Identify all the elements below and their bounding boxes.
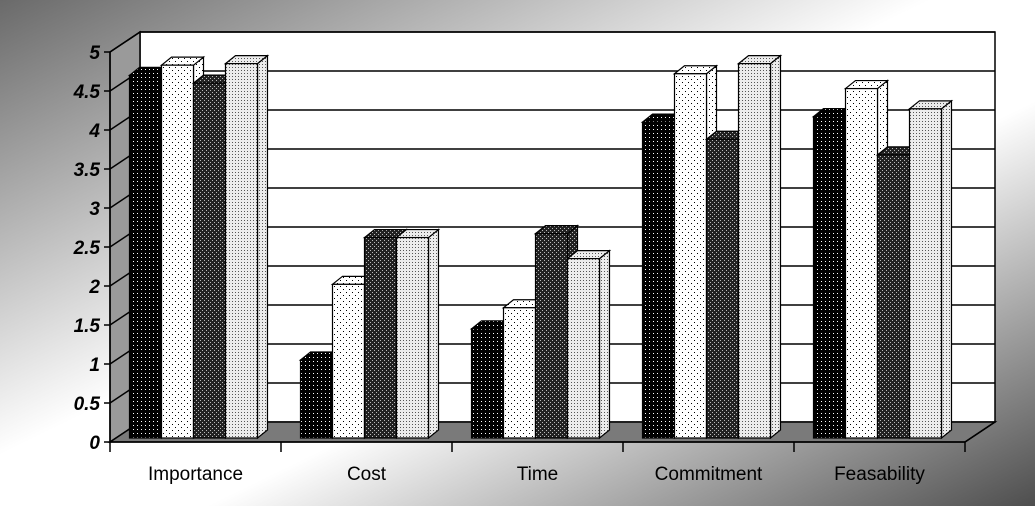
x-tick-label: Feasability	[834, 464, 925, 485]
bar-front	[470, 328, 505, 439]
bar-front	[363, 236, 398, 439]
bar-front	[502, 307, 537, 439]
bar-front	[641, 121, 676, 439]
bar-side	[427, 228, 440, 440]
y-tick-label: 3	[89, 199, 100, 220]
bar-front	[705, 138, 740, 439]
bar-front	[299, 359, 334, 439]
y-tick-label: 4	[88, 121, 100, 142]
bar-front	[876, 154, 911, 439]
bar	[736, 54, 783, 440]
bar-front	[673, 73, 708, 439]
bar-front	[812, 116, 847, 439]
y-tick-label: 1	[89, 355, 100, 376]
y-tick-label: 5	[89, 43, 100, 64]
bar-side	[940, 99, 953, 440]
bar-front	[534, 233, 569, 439]
bar-front	[908, 108, 943, 439]
x-tick-label: Time	[517, 464, 559, 485]
bar	[223, 54, 270, 440]
bar-front	[192, 82, 227, 439]
y-tick-label: 2	[88, 277, 100, 298]
bar-front	[844, 87, 879, 439]
bar-front	[395, 236, 430, 439]
y-tick-label: 0	[89, 433, 100, 454]
y-tick-label: 1.5	[74, 316, 101, 337]
x-tick-label: Cost	[347, 464, 387, 485]
bar	[907, 99, 954, 440]
bar-side	[769, 54, 782, 440]
floor-right-edge	[964, 421, 996, 443]
bar-side	[598, 249, 611, 440]
bar-front	[331, 283, 366, 439]
bar-front	[160, 64, 195, 439]
bar-front	[224, 62, 259, 439]
x-tick-label: Commitment	[655, 464, 763, 485]
bar-front	[737, 62, 772, 439]
bar-front	[566, 258, 601, 439]
y-tick-label: 2.5	[73, 238, 101, 259]
y-tick-label: 4.5	[73, 82, 101, 103]
y-tick-label: 0.5	[74, 394, 101, 415]
gridline	[109, 31, 995, 53]
bar	[394, 228, 441, 440]
bar-front	[128, 74, 163, 439]
bar	[565, 249, 612, 440]
x-tick-label: Importance	[148, 464, 243, 485]
bar-side	[256, 54, 269, 440]
y-tick-label: 3.5	[74, 160, 101, 181]
